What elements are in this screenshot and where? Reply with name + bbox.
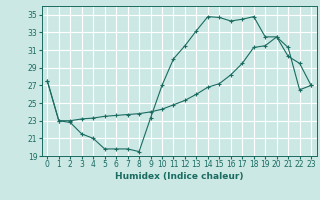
X-axis label: Humidex (Indice chaleur): Humidex (Indice chaleur) — [115, 172, 244, 181]
